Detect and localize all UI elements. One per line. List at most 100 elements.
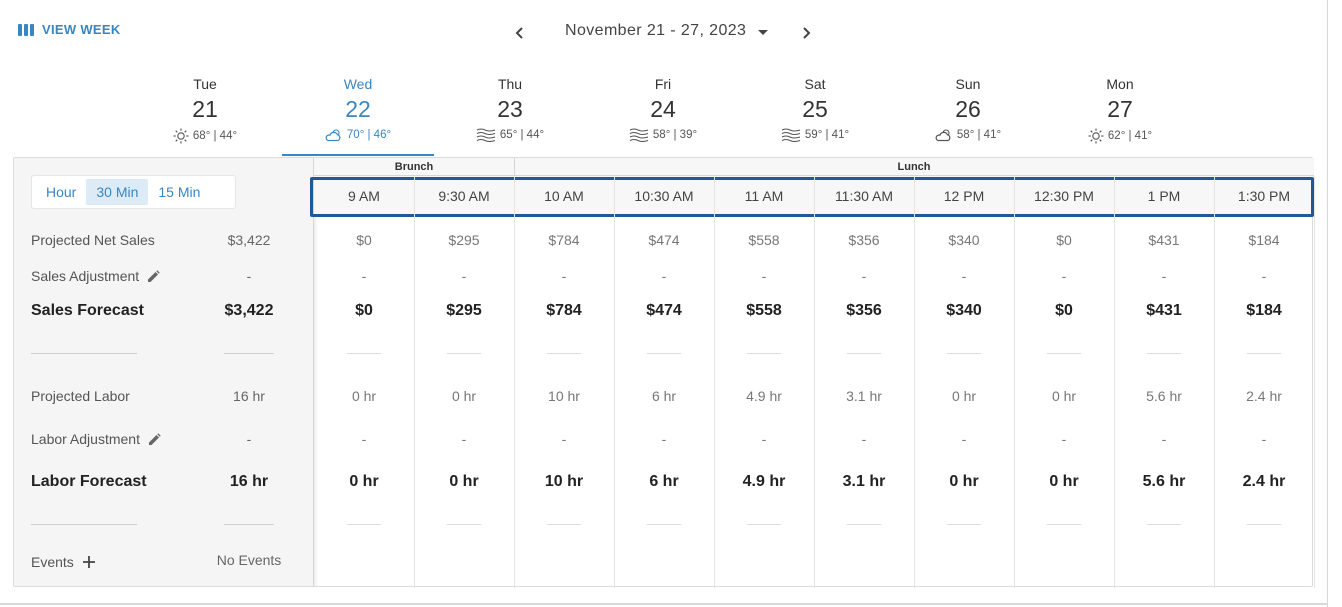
cell-divider <box>847 353 881 354</box>
cell-divider <box>947 524 981 525</box>
date-range-label: November 21 - 27, 2023 <box>565 22 747 39</box>
wind-icon <box>476 128 496 142</box>
labor-forecast-total: 16 hr <box>229 473 269 490</box>
day-of-week: Wed <box>343 76 373 92</box>
time-slot-header[interactable]: 1:30 PM <box>1237 188 1291 204</box>
sales-forecast-cell: $784 <box>546 302 582 319</box>
day-number: 21 <box>192 96 218 122</box>
page-right-border <box>1327 0 1328 607</box>
sun-icon <box>173 128 189 144</box>
sales-adjustment-cell[interactable]: - <box>961 268 967 284</box>
interval-hour-button[interactable]: Hour <box>46 184 77 200</box>
labor-adjustment-cell[interactable]: - <box>1261 431 1267 447</box>
day-of-week: Sat <box>804 76 826 92</box>
date-range-dropdown[interactable]: November 21 - 27, 2023 <box>565 22 769 40</box>
chevron-left-icon <box>515 27 523 39</box>
weather-forecast: 59° | 41° <box>739 128 891 142</box>
labor-adjustment-cell[interactable]: - <box>661 431 667 447</box>
sales-adjustment-cell[interactable]: - <box>361 268 367 284</box>
temperature-range: 62° | 41° <box>1107 130 1153 142</box>
divider <box>31 353 137 354</box>
labor-adjustment-cell[interactable]: - <box>761 431 767 447</box>
pencil-icon[interactable] <box>148 432 161 446</box>
day-number: 25 <box>802 96 828 122</box>
next-week-button[interactable] <box>794 21 818 45</box>
time-slot-header[interactable]: 10 AM <box>544 188 584 204</box>
time-slot-header[interactable]: 10:30 AM <box>634 188 694 204</box>
labor-forecast-cell: 3.1 hr <box>842 473 886 490</box>
projected-labor-cell: 0 hr <box>451 388 477 404</box>
projected-labor-total: 16 hr <box>233 388 265 404</box>
time-slot-header[interactable]: 11 AM <box>744 188 784 204</box>
projected-net-sales-total: $3,422 <box>227 232 271 248</box>
labor-adjustment-cell[interactable]: - <box>861 431 867 447</box>
cell-divider <box>1047 353 1081 354</box>
time-slot-header[interactable]: 9:30 AM <box>438 188 490 204</box>
day-number: 23 <box>497 96 523 122</box>
day-wed[interactable]: Wed 22 70° | 46° <box>282 76 434 142</box>
add-event-icon[interactable] <box>82 555 96 569</box>
sales-forecast-cell: $295 <box>446 302 482 319</box>
events-label: Events <box>31 554 96 570</box>
weather-forecast: 65° | 44° <box>434 128 586 142</box>
projected-net-sales-cell: $295 <box>448 232 480 248</box>
time-slot-header[interactable]: 9 AM <box>348 188 380 204</box>
time-slot-header[interactable]: 12:30 PM <box>1034 188 1094 204</box>
time-slot-header[interactable]: 11:30 AM <box>834 188 894 204</box>
day-mon[interactable]: Mon 27 62° | 41° <box>1044 76 1196 144</box>
sales-adjustment-cell[interactable]: - <box>761 268 767 284</box>
selected-day-indicator <box>282 154 434 156</box>
day-tue[interactable]: Tue 21 68° | 44° <box>129 76 281 144</box>
sales-adjustment-cell[interactable]: - <box>861 268 867 284</box>
labor-adjustment-cell[interactable]: - <box>961 431 967 447</box>
interval-15min-button[interactable]: 15 Min <box>158 184 201 200</box>
columns-icon <box>18 23 34 36</box>
divider <box>224 353 274 354</box>
labor-adjustment-cell[interactable]: - <box>461 431 467 447</box>
interval-30min-button[interactable]: 30 Min <box>86 179 149 205</box>
view-week-label: VIEW WEEK <box>42 22 121 37</box>
time-slot-header[interactable]: 1 PM <box>1147 188 1181 204</box>
cell-divider <box>947 353 981 354</box>
sales-adjustment-label: Sales Adjustment <box>31 268 160 284</box>
day-of-week: Fri <box>654 76 672 92</box>
sales-forecast-cell: $558 <box>746 302 782 319</box>
day-fri[interactable]: Fri 24 58° | 39° <box>587 76 739 142</box>
column-divider <box>814 176 815 588</box>
sales-adjustment-cell[interactable]: - <box>461 268 467 284</box>
column-shadow <box>314 158 318 586</box>
time-slot-header[interactable]: 12 PM <box>943 188 985 204</box>
projected-net-sales-cell: $431 <box>1148 232 1180 248</box>
temperature-range: 59° | 41° <box>804 129 850 141</box>
cell-divider <box>747 524 781 525</box>
cell-divider <box>347 353 381 354</box>
day-sat[interactable]: Sat 25 59° | 41° <box>739 76 891 142</box>
pencil-icon[interactable] <box>147 269 160 283</box>
projected-labor-cell: 6 hr <box>651 388 677 404</box>
sales-adjustment-cell[interactable]: - <box>1161 268 1167 284</box>
sales-adjustment-cell[interactable]: - <box>561 268 567 284</box>
temperature-range: 58° | 39° <box>652 129 698 141</box>
labor-adjustment-cell[interactable]: - <box>1161 431 1167 447</box>
projected-net-sales-cell: $784 <box>548 232 580 248</box>
labor-adjustment-cell[interactable]: - <box>1061 431 1067 447</box>
day-sun[interactable]: Sun 26 58° | 41° <box>892 76 1044 142</box>
view-week-button[interactable]: VIEW WEEK <box>18 22 121 37</box>
projected-net-sales-cell: $340 <box>948 232 980 248</box>
sales-forecast-cell: $431 <box>1146 302 1182 319</box>
labor-adjustment-label: Labor Adjustment <box>31 431 161 447</box>
labor-adjustment-cell[interactable]: - <box>361 431 367 447</box>
projected-net-sales-cell: $356 <box>848 232 880 248</box>
column-divider <box>514 176 515 588</box>
labor-adjustment-cell[interactable]: - <box>561 431 567 447</box>
day-thu[interactable]: Thu 23 65° | 44° <box>434 76 586 142</box>
sales-adjustment-cell[interactable]: - <box>1061 268 1067 284</box>
sales-adjustment-cell[interactable]: - <box>1261 268 1267 284</box>
sales-adjustment-cell[interactable]: - <box>661 268 667 284</box>
forecast-panel: Hour 30 Min 15 Min Projected Net Sales $… <box>13 157 1315 588</box>
divider <box>224 524 274 525</box>
previous-week-button[interactable] <box>508 21 532 45</box>
wind-icon <box>629 128 649 142</box>
weather-forecast: 68° | 44° <box>129 128 281 144</box>
column-divider <box>914 176 915 588</box>
